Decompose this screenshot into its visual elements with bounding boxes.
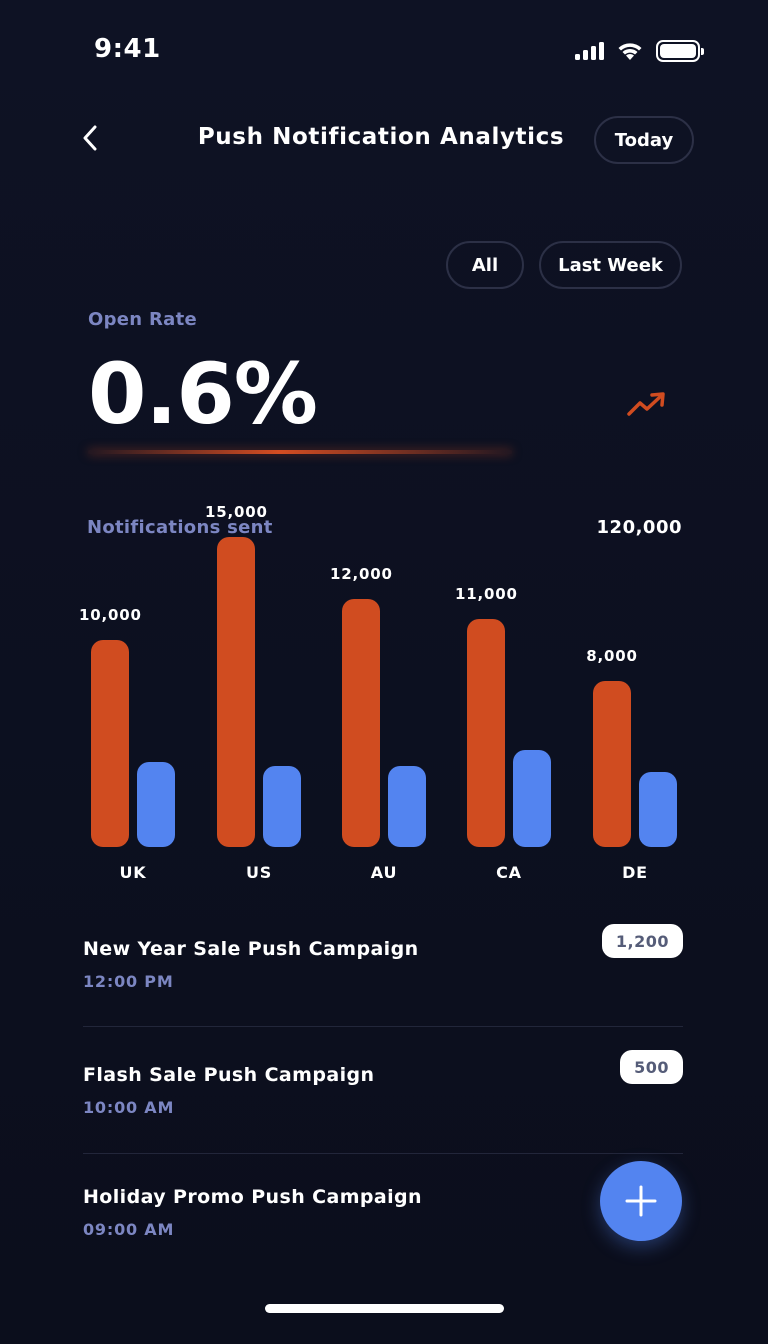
campaign-time: 12:00 PM — [83, 972, 174, 991]
battery-icon — [656, 40, 704, 62]
campaign-count-badge: 500 — [620, 1050, 683, 1084]
open-rate-value: 0.6% — [88, 345, 318, 443]
campaign-time: 10:00 AM — [83, 1098, 175, 1117]
notifications-sent-label: Notifications sent — [87, 517, 273, 538]
open-rate-line — [88, 450, 512, 454]
campaign-time: 09:00 AM — [83, 1220, 175, 1239]
bar-value-label: 10,000 — [79, 606, 142, 624]
bar-uk-series-1 — [91, 640, 129, 847]
campaign-name: Holiday Promo Push Campaign — [83, 1186, 422, 1208]
bar-de-series-2 — [639, 772, 677, 847]
campaign-name: Flash Sale Push Campaign — [83, 1064, 375, 1086]
category-label: US — [245, 863, 273, 882]
bar-ca-series-2 — [513, 749, 551, 847]
add-campaign-button[interactable] — [600, 1161, 682, 1241]
trending-up-icon — [627, 392, 665, 416]
filter-all-button[interactable]: All — [446, 241, 524, 289]
bar-value-label: 11,000 — [455, 585, 518, 604]
bar-uk-series-2 — [137, 762, 175, 847]
bar-value-label: 12,000 — [330, 564, 393, 583]
bar-au-series-1 — [342, 598, 380, 847]
divider — [83, 1026, 683, 1027]
bar-ca-series-1 — [467, 619, 505, 847]
notifications-sent-value: 120,000 — [596, 517, 682, 538]
bar-de-series-1 — [593, 681, 631, 847]
category-label: DE — [622, 863, 648, 882]
divider — [83, 1153, 683, 1154]
cellular-signal-icon — [575, 42, 604, 60]
category-label: CA — [496, 863, 522, 882]
status-icons — [575, 40, 704, 62]
wifi-icon — [618, 43, 642, 60]
page-title: Push Notification Analytics — [197, 124, 565, 150]
status-time: 9:41 — [94, 34, 161, 64]
category-label: UK — [119, 863, 147, 882]
campaign-item[interactable]: Flash Sale Push Campaign 10:00 AM 500 — [83, 1050, 683, 1154]
campaign-item[interactable]: New Year Sale Push Campaign 12:00 PM 1,2… — [83, 924, 683, 1028]
campaign-item[interactable]: Holiday Promo Push Campaign 09:00 AM — [83, 1186, 683, 1276]
chevron-left-icon — [83, 125, 97, 151]
open-rate-label: Open Rate — [88, 309, 197, 330]
back-button[interactable] — [70, 118, 110, 158]
bar-us-series-2 — [263, 766, 301, 847]
plus-icon — [625, 1185, 657, 1217]
bar-us-series-1 — [217, 536, 255, 847]
bar-value-label: 8,000 — [586, 647, 638, 666]
filter-last-week-button[interactable]: Last Week — [539, 241, 682, 289]
home-indicator — [265, 1304, 504, 1313]
campaign-name: New Year Sale Push Campaign — [83, 938, 419, 960]
bar-au-series-2 — [388, 766, 426, 847]
category-label: AU — [370, 863, 398, 882]
campaign-count-badge: 1,200 — [601, 924, 683, 958]
today-button[interactable]: Today — [594, 116, 694, 164]
